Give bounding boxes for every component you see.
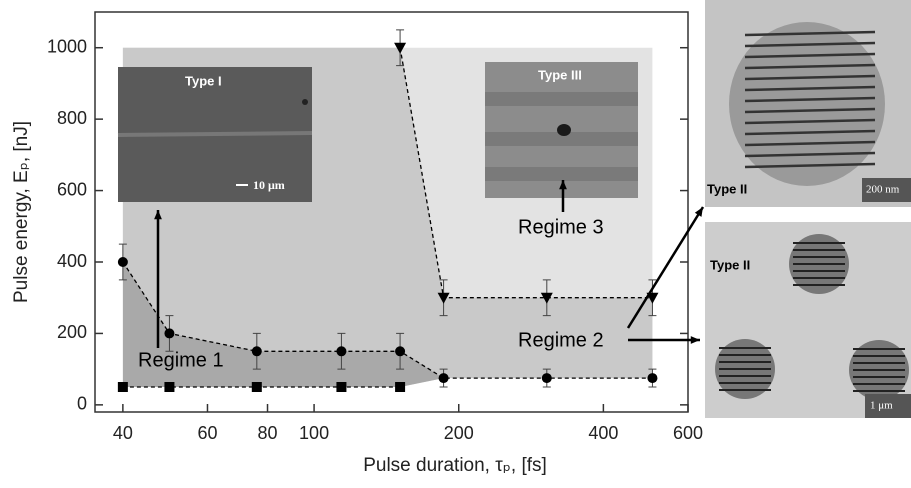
data-point (117, 257, 128, 267)
texture (744, 118, 876, 125)
data-point (395, 346, 406, 357)
x-tick-label: 600 (673, 423, 703, 443)
texture (744, 107, 876, 114)
texture (744, 129, 876, 136)
data-point (395, 382, 406, 392)
x-tick-label: 200 (444, 423, 474, 443)
y-tick-label: 800 (57, 108, 87, 128)
texture (485, 132, 638, 146)
arrow-head (690, 336, 700, 344)
x-tick-label: 60 (197, 423, 217, 443)
y-tick-label: 0 (77, 394, 87, 414)
arrow-head (694, 207, 703, 217)
data-point (438, 373, 449, 384)
data-point (117, 382, 128, 392)
texture (485, 167, 638, 181)
data-point (251, 346, 262, 357)
data-point (541, 373, 552, 384)
data-point (540, 292, 553, 304)
scale-bar-box (865, 394, 911, 418)
y-tick-label: 200 (57, 322, 87, 342)
data-point (164, 328, 175, 339)
inset-image (705, 222, 911, 418)
texture (302, 99, 308, 105)
x-tick-label: 40 (113, 423, 133, 443)
texture (744, 74, 876, 81)
x-tick-label: 100 (299, 423, 329, 443)
x-tick-label: 80 (258, 423, 278, 443)
regime-1-region (122, 262, 444, 387)
texture (744, 41, 876, 48)
scale-bar-box (862, 178, 911, 202)
arrow-head (154, 210, 162, 220)
inset-image (117, 67, 313, 202)
texture (744, 140, 876, 147)
data-point (647, 373, 658, 384)
y-tick-label: 400 (57, 251, 87, 271)
data-point (164, 382, 175, 392)
annotation: Regime 3 (518, 216, 604, 238)
texture (744, 96, 876, 103)
y-axis-label: Pulse energy, Eₚ, [nJ] (11, 121, 32, 303)
series-line (399, 47, 653, 299)
inset-image (485, 62, 638, 198)
texture (744, 162, 876, 169)
inset-scale: 1 μm (870, 400, 893, 412)
x-tick-label: 400 (588, 423, 618, 443)
arrow (626, 206, 705, 329)
inset-label: Type II (707, 181, 747, 196)
texture (117, 131, 313, 137)
texture (744, 151, 876, 158)
y-tick-label: 1000 (47, 36, 87, 56)
y-tick-label: 600 (57, 179, 87, 199)
annotation: Regime 2 (518, 329, 604, 351)
texture (744, 30, 876, 37)
data-point (251, 382, 262, 392)
texture (744, 63, 876, 70)
data-point (336, 382, 347, 392)
inset-label: Type I (185, 73, 222, 88)
texture (744, 85, 876, 92)
texture (744, 52, 876, 59)
arrow-head (559, 180, 567, 190)
inset-scale: 200 nm (866, 184, 900, 196)
inset-label: Type III (538, 67, 582, 82)
x-axis-label: Pulse duration, τₚ, [fs] (363, 455, 547, 476)
annotation: Regime 1 (138, 349, 224, 371)
texture (557, 124, 571, 136)
inset-scale: 10 μm (253, 178, 285, 192)
texture (485, 92, 638, 106)
data-point (336, 346, 347, 357)
plot-frame (94, 11, 689, 413)
data-point (394, 42, 407, 54)
series-line (122, 261, 653, 379)
inset-image (705, 0, 911, 207)
data-point (437, 292, 450, 304)
inset-label: Type II (710, 257, 750, 272)
